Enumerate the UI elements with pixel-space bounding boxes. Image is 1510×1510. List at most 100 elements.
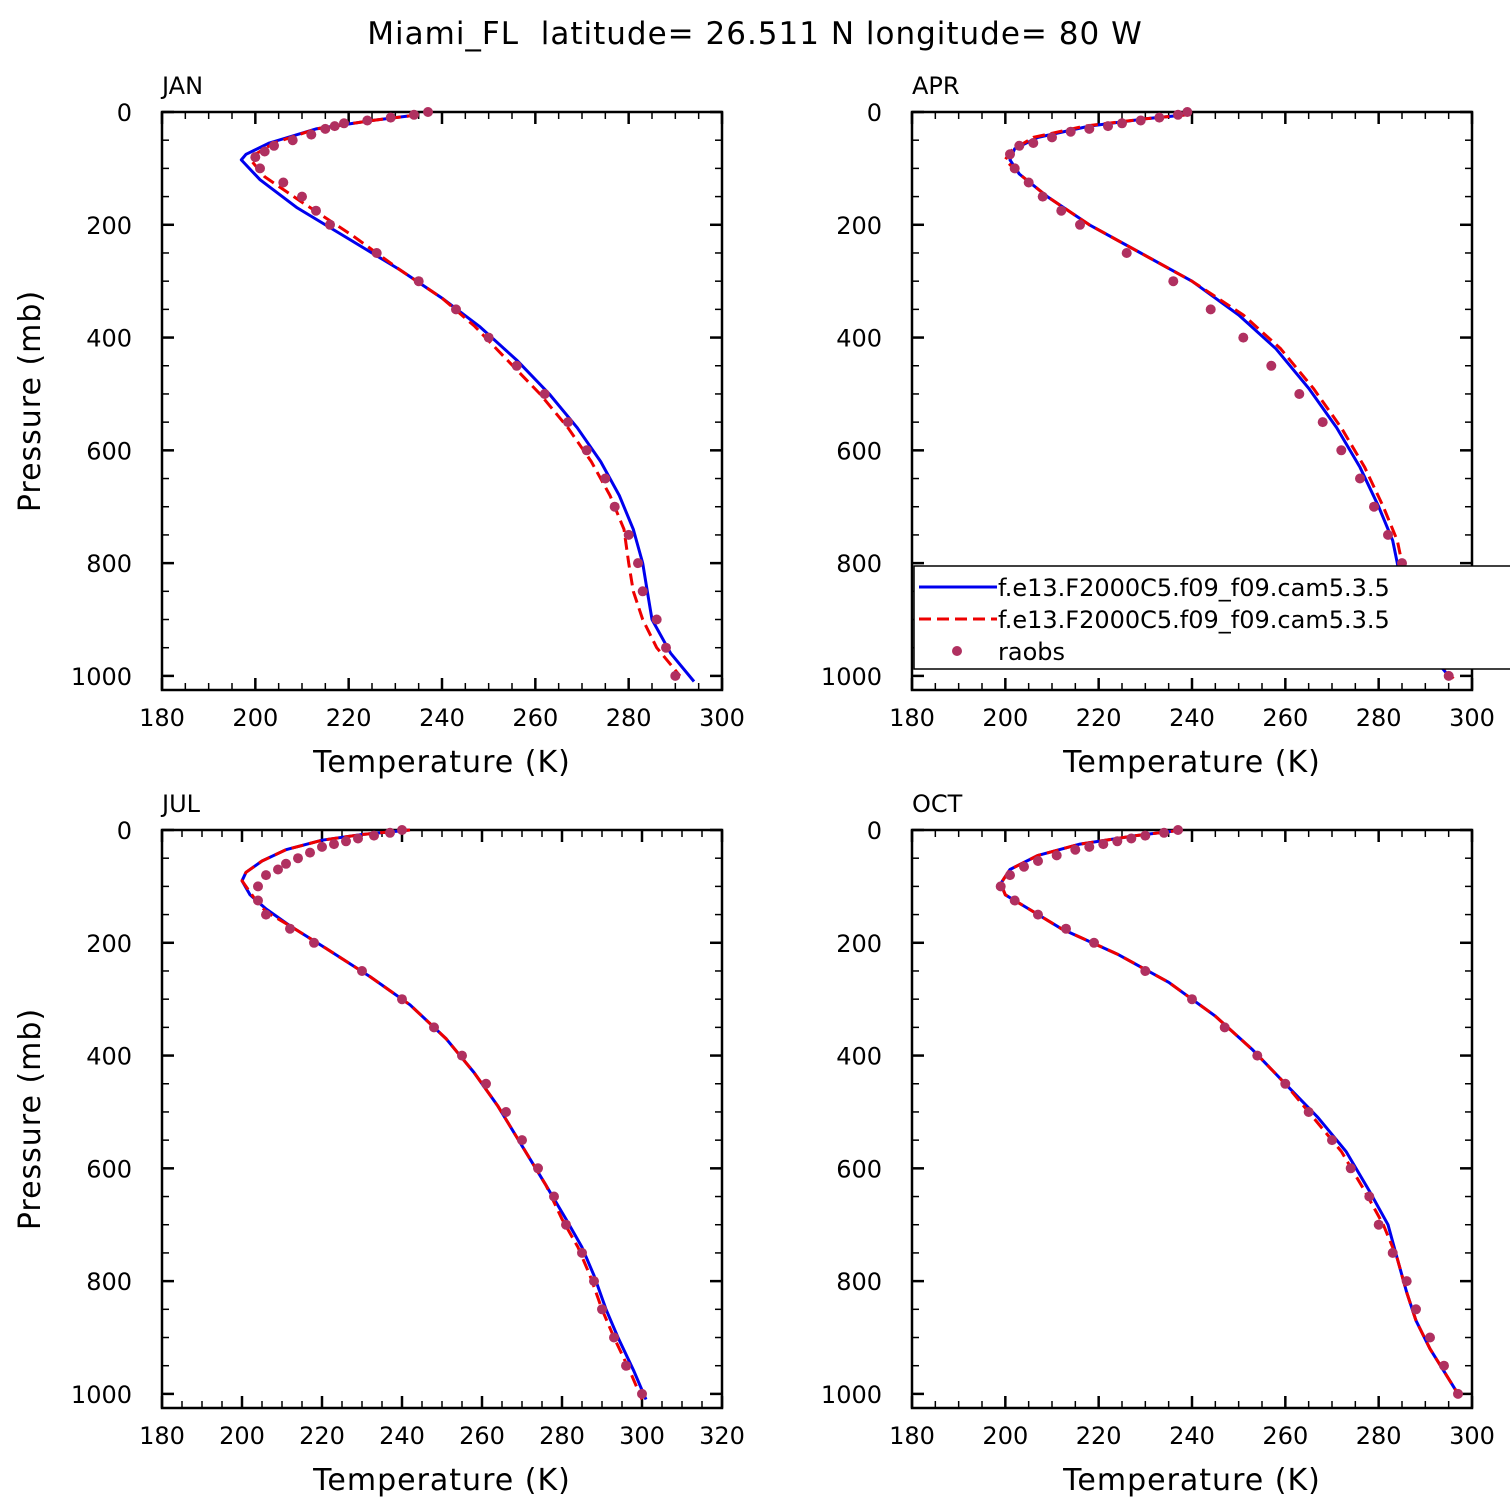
obs-point bbox=[297, 192, 307, 202]
x-tick-label: 260 bbox=[512, 704, 558, 732]
obs-point bbox=[633, 558, 643, 568]
obs-point bbox=[1005, 870, 1015, 880]
obs-point bbox=[1084, 842, 1094, 852]
obs-point bbox=[637, 1389, 647, 1399]
obs-point bbox=[1369, 502, 1379, 512]
obs-point bbox=[397, 994, 407, 1004]
obs-point bbox=[1005, 149, 1015, 159]
legend-label: raobs bbox=[998, 638, 1065, 666]
y-tick-label: 600 bbox=[86, 1155, 132, 1183]
x-tick-label: 240 bbox=[1169, 1422, 1215, 1450]
x-tick-label: 200 bbox=[219, 1422, 265, 1450]
obs-point bbox=[1052, 850, 1062, 860]
obs-point bbox=[1355, 474, 1365, 484]
obs-point bbox=[362, 116, 372, 126]
legend: f.e13.F2000C5.f09_f09.cam5.3.5 f.e13.F200… bbox=[914, 566, 1510, 669]
obs-point bbox=[385, 828, 395, 838]
x-tick-label: 280 bbox=[1356, 704, 1402, 732]
series-line-solid bbox=[242, 830, 646, 1400]
obs-point bbox=[1182, 107, 1192, 117]
obs-point bbox=[1103, 121, 1113, 131]
obs-point bbox=[353, 834, 363, 844]
obs-point bbox=[1187, 994, 1197, 1004]
obs-point bbox=[253, 881, 263, 891]
x-tick-label: 300 bbox=[619, 1422, 665, 1450]
panel-apr: APR 180 200 220 240 260 280 300 0 200 400 600 800 100… bbox=[821, 72, 1495, 780]
obs-point bbox=[1112, 836, 1122, 846]
obs-point bbox=[1075, 220, 1085, 230]
y-tick-label: 200 bbox=[836, 930, 882, 958]
obs-point bbox=[261, 910, 271, 920]
obs-point bbox=[1089, 938, 1099, 948]
obs-point bbox=[1206, 304, 1216, 314]
obs-point bbox=[1453, 1389, 1463, 1399]
y-tick-label: 0 bbox=[117, 817, 132, 845]
obs-point bbox=[1220, 1022, 1230, 1032]
y-tick-label: 400 bbox=[86, 325, 132, 353]
x-tick-label: 300 bbox=[1449, 1422, 1495, 1450]
x-tick-label: 220 bbox=[299, 1422, 345, 1450]
obs-point bbox=[517, 1135, 527, 1145]
obs-point bbox=[1294, 389, 1304, 399]
obs-point bbox=[1388, 1248, 1398, 1258]
y-tick-label: 600 bbox=[836, 437, 882, 465]
y-tick-label: 400 bbox=[836, 1043, 882, 1071]
panel-jan: JAN180 200 220 240 260 280 3000200400600800100… bbox=[13, 72, 745, 780]
y-tick-label: 0 bbox=[867, 817, 882, 845]
obs-point bbox=[281, 859, 291, 869]
obs-point bbox=[1033, 910, 1043, 920]
obs-point bbox=[1084, 124, 1094, 134]
x-tick-label: 280 bbox=[539, 1422, 585, 1450]
obs-point bbox=[260, 147, 270, 157]
series-line-solid bbox=[1001, 830, 1458, 1394]
y-tick-label: 1000 bbox=[821, 1381, 882, 1409]
y-tick-label: 600 bbox=[86, 437, 132, 465]
obs-point bbox=[320, 124, 330, 134]
obs-point bbox=[1327, 1135, 1337, 1145]
obs-point bbox=[540, 389, 550, 399]
obs-point bbox=[1318, 417, 1328, 427]
x-tick-label: 180 bbox=[889, 1422, 935, 1450]
x-tick-label: 320 bbox=[699, 1422, 745, 1450]
x-tick-label: 180 bbox=[889, 704, 935, 732]
obs-point bbox=[329, 839, 339, 849]
y-tick-label: 800 bbox=[836, 1268, 882, 1296]
y-tick-label: 1000 bbox=[71, 1381, 132, 1409]
legend-label: f.e13.F2000C5.f09_f09.cam5.3.5 bbox=[998, 606, 1390, 634]
obs-point bbox=[1047, 132, 1057, 142]
obs-point bbox=[1238, 333, 1248, 343]
panel-title: APR bbox=[912, 72, 960, 100]
y-tick-label: 200 bbox=[86, 212, 132, 240]
obs-point bbox=[1346, 1163, 1356, 1173]
panel-title: JAN bbox=[160, 72, 203, 100]
obs-point bbox=[1439, 1361, 1449, 1371]
y-tick-label: 0 bbox=[867, 99, 882, 127]
obs-point bbox=[1140, 966, 1150, 976]
obs-point bbox=[269, 141, 279, 151]
x-tick-label: 200 bbox=[982, 1422, 1028, 1450]
obs-point bbox=[549, 1192, 559, 1202]
obs-point bbox=[278, 178, 288, 188]
obs-point bbox=[512, 361, 522, 371]
plot-frame bbox=[162, 112, 722, 690]
obs-point bbox=[1168, 276, 1178, 286]
plot-frame bbox=[912, 830, 1472, 1408]
obs-point bbox=[369, 831, 379, 841]
obs-point bbox=[1140, 831, 1150, 841]
y-tick-label: 200 bbox=[836, 212, 882, 240]
obs-point bbox=[339, 118, 349, 128]
x-tick-label: 180 bbox=[139, 1422, 185, 1450]
y-tick-label: 1000 bbox=[71, 663, 132, 691]
obs-point bbox=[1070, 845, 1080, 855]
obs-point bbox=[561, 1220, 571, 1230]
obs-point bbox=[621, 1361, 631, 1371]
obs-point bbox=[1304, 1107, 1314, 1117]
obs-point bbox=[325, 220, 335, 230]
obs-point bbox=[577, 1248, 587, 1258]
y-tick-label: 200 bbox=[86, 930, 132, 958]
obs-point bbox=[597, 1304, 607, 1314]
obs-point bbox=[253, 896, 263, 906]
x-axis-title: Temperature (K) bbox=[1062, 1463, 1321, 1498]
obs-point bbox=[582, 445, 592, 455]
obs-point bbox=[1019, 862, 1029, 872]
